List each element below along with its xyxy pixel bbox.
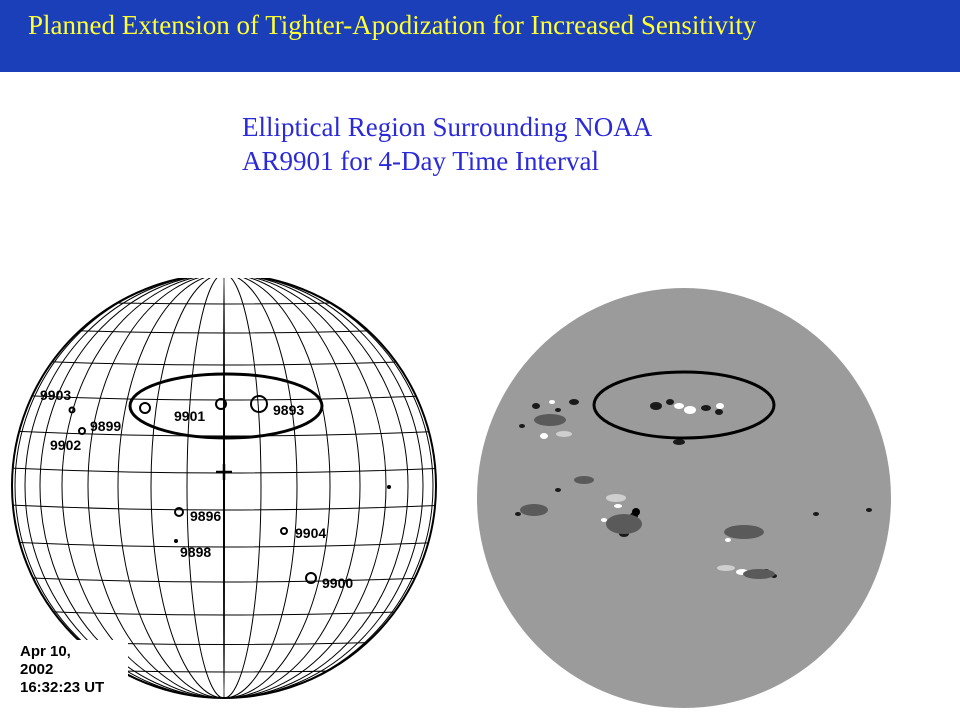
label-9900: 9900 xyxy=(322,575,353,591)
grid-map-svg: 9903 9902 9899 9901 9893 9896 9898 9904 … xyxy=(11,273,437,706)
caption-line-2: AR9901 for 4-Day Time Interval xyxy=(242,146,599,176)
label-9903: 9903 xyxy=(40,387,71,403)
marker-9902 xyxy=(78,427,86,435)
magnetic-features xyxy=(515,399,872,579)
label-9902: 9902 xyxy=(50,437,81,453)
magnetogram-ar9901-ellipse xyxy=(592,370,776,440)
region-labels: 9903 9902 9899 9901 9893 9896 9898 9904 … xyxy=(40,387,353,591)
region-markers xyxy=(68,395,317,584)
marker-9893 xyxy=(250,395,268,413)
label-9901: 9901 xyxy=(174,408,205,424)
label-9904: 9904 xyxy=(295,525,326,541)
ar9901-ellipse xyxy=(128,372,324,440)
marker-9901 xyxy=(215,398,227,410)
label-9899: 9899 xyxy=(90,418,121,434)
marker-9903 xyxy=(68,406,76,414)
date-line-3: 16:32:23 UT xyxy=(20,679,104,696)
label-9893: 9893 xyxy=(273,402,304,418)
observation-date: Apr 10, 2002 16:32:23 UT xyxy=(16,640,128,706)
disk-center-cross xyxy=(216,464,232,480)
magnetogram-svg xyxy=(477,288,891,708)
date-line-2: 2002 xyxy=(20,661,53,678)
magnetogram-disk xyxy=(477,288,891,708)
marker-9898 xyxy=(174,539,178,543)
label-9896: 9896 xyxy=(190,508,221,524)
marker-spot xyxy=(387,485,391,489)
marker-9904 xyxy=(280,527,288,535)
marker-9899 xyxy=(139,402,151,414)
date-line-1: Apr 10, xyxy=(20,643,71,660)
caption-line-1: Elliptical Region Surrounding NOAA xyxy=(242,112,653,142)
magnetogram xyxy=(474,284,894,720)
marker-9900 xyxy=(305,572,317,584)
marker-9896 xyxy=(174,507,184,517)
title-bar: Planned Extension of Tighter-Apodization… xyxy=(0,0,960,72)
label-9898: 9898 xyxy=(180,544,211,560)
solar-disk-grid xyxy=(11,273,437,699)
caption: Elliptical Region Surrounding NOAA AR990… xyxy=(242,110,652,178)
slide-title: Planned Extension of Tighter-Apodization… xyxy=(28,10,757,40)
magnetogram-spot xyxy=(632,508,640,516)
heliographic-grid-map: 9903 9902 9899 9901 9893 9896 9898 9904 … xyxy=(8,273,458,720)
